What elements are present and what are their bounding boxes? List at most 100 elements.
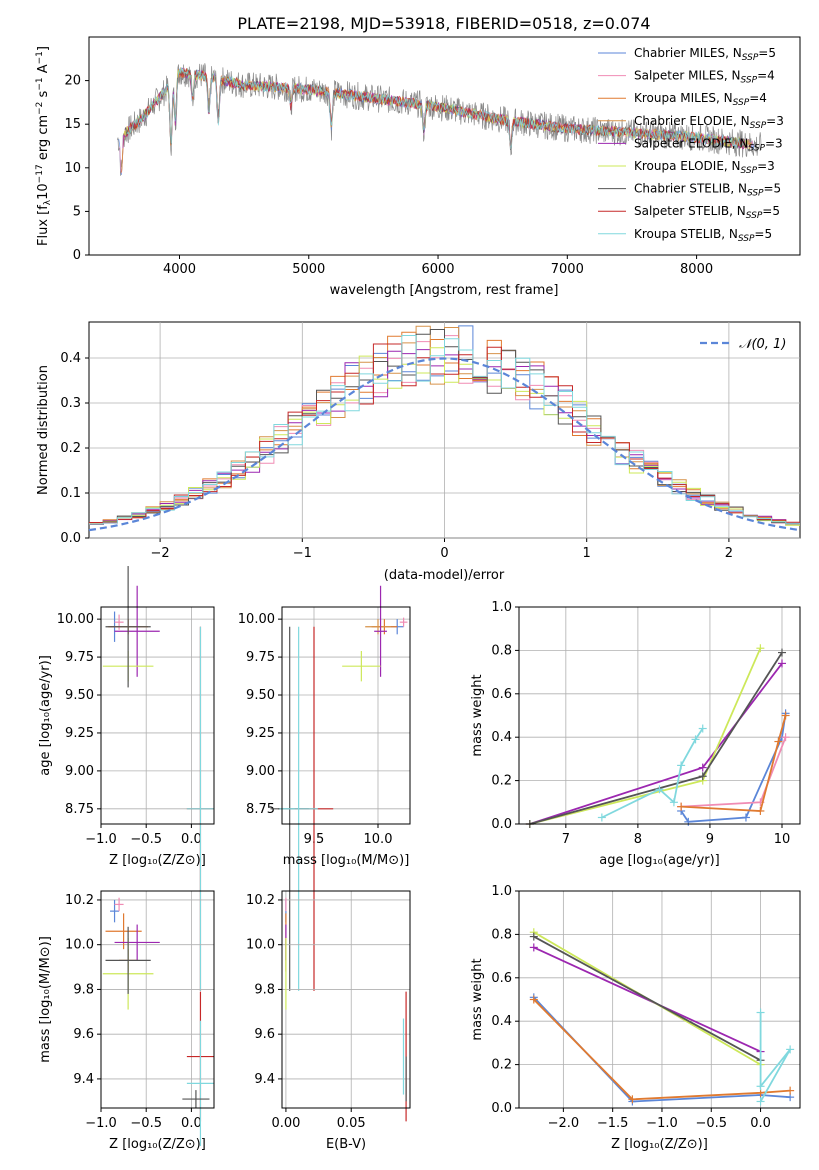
residuals-legend-label: 𝒩(0, 1)	[739, 337, 786, 352]
spectrum-xtick-label: 8000	[680, 262, 713, 277]
xtick-label: −1.5	[597, 1116, 629, 1131]
spectrum-ytick-label: 0	[73, 248, 81, 263]
residuals-xtick-label: −1	[293, 546, 312, 561]
weight-line	[533, 998, 791, 1101]
panel-xlabel: Z [log₁₀(Z/Z⊙)]	[109, 853, 206, 868]
ytick-label: 9.4	[73, 1072, 94, 1087]
residuals-ylabel: Normed distribution	[36, 365, 51, 495]
xtick-label: −1.0	[85, 1116, 117, 1131]
ytick-label: 10.2	[246, 893, 275, 908]
xtick-label: 0.00	[271, 1116, 300, 1131]
residuals-ytick-label: 0.2	[60, 441, 81, 456]
residuals-xlabel: (data-model)/error	[384, 568, 505, 583]
xtick-label: −0.5	[130, 832, 162, 847]
panel-mass-weight-vs-age: 7 8 9 10 0.0 0.2 0.4 0.6 0.8 1.0 age [log₁₀(age/yr…	[470, 600, 801, 868]
xtick-label: −2.0	[548, 1116, 580, 1131]
legend-label: Chabrier MILES, NSSP=5	[634, 46, 776, 63]
panel-frame	[518, 606, 801, 825]
ytick-label: 10.00	[57, 612, 94, 627]
ytick-label: 0.2	[491, 1058, 512, 1073]
panel-frame	[281, 606, 411, 825]
ytick-label: 0.0	[491, 817, 512, 832]
legend-label: Salpeter MILES, NSSP=4	[634, 69, 775, 86]
residuals-ytick-label: 0.1	[60, 486, 81, 501]
spectrum-model-line	[125, 68, 746, 149]
xtick-label: 8	[634, 832, 642, 847]
spectrum-ytick-label: 20	[64, 74, 81, 89]
ytick-label: 0.4	[491, 730, 512, 745]
residuals-ytick-label: 0.3	[60, 396, 81, 411]
panel-ylabel: mass [log₁₀(M/M⊙)]	[38, 936, 53, 1063]
panel-mass-vs-Z: −1.0 −0.5 0.0 9.4 9.6 9.8 10.0 10.2 Z [log₁₀(Z/Z…	[38, 890, 215, 1152]
panel-ylabel: mass weight	[470, 958, 485, 1040]
ytick-label: 9.75	[65, 650, 94, 665]
panel-frame	[100, 890, 215, 1109]
legend-label: Salpeter STELIB, NSSP=5	[634, 204, 780, 221]
weight-line	[529, 652, 783, 825]
panel-xlabel: mass [log₁₀(M/M⊙)]	[283, 853, 410, 868]
residuals-xtick-label: −2	[151, 546, 170, 561]
ytick-label: 9.50	[246, 688, 275, 703]
ytick-label: 1.0	[491, 884, 512, 899]
xtick-label: −0.5	[695, 1116, 727, 1131]
spectrum-xtick-label: 7000	[551, 262, 584, 277]
xtick-label: 0.0	[181, 832, 202, 847]
xtick-label: 0.0	[750, 1116, 771, 1131]
residuals-hist-step	[89, 343, 800, 523]
figure-title: PLATE=2198, MJD=53918, FIBERID=0518, z=0…	[237, 14, 650, 33]
panel-mass-vs-EBV: 0.00 0.05 9.4 9.6 9.8 10.0 10.2 E(B-V)	[246, 890, 411, 1152]
ytick-label: 8.75	[65, 802, 94, 817]
panel-mass-weight-vs-Z: −2.0 −1.5 −1.0 −0.5 0.0 0.0 0.2 0.4 0.6 0.8 1.0 Z […	[470, 884, 801, 1152]
panel-frame	[518, 890, 801, 1109]
ytick-label: 10.00	[238, 612, 275, 627]
panel-xlabel: age [log₁₀(age/yr)]	[599, 853, 720, 868]
xtick-label: 9	[706, 832, 714, 847]
xtick-label: 10.0	[364, 832, 393, 847]
xtick-label: −0.5	[130, 1116, 162, 1131]
spectrum-xlabel: wavelength [Angstrom, rest frame]	[330, 283, 559, 298]
residuals-ytick-label: 0.4	[60, 351, 81, 366]
weight-line	[681, 715, 787, 812]
xtick-label: 0.05	[337, 1116, 366, 1131]
legend-label: Kroupa ELODIE, NSSP=3	[634, 159, 775, 176]
panel-xlabel: Z [log₁₀(Z/Z⊙)]	[109, 1137, 206, 1152]
panel-ylabel: mass weight	[470, 674, 485, 756]
legend-label: Chabrier ELODIE, NSSP=3	[634, 114, 784, 131]
residuals-hist-step	[89, 347, 800, 526]
ytick-label: 9.50	[65, 688, 94, 703]
spectrum-xtick-label: 4000	[163, 262, 196, 277]
ytick-label: 0.6	[491, 971, 512, 986]
weight-line	[533, 935, 762, 1062]
ytick-label: 10.2	[65, 893, 94, 908]
xtick-label: −1.0	[85, 832, 117, 847]
xtick-label: 7	[562, 832, 570, 847]
ytick-label: 10.0	[246, 938, 275, 953]
ytick-label: 0.4	[491, 1014, 512, 1029]
ytick-label: 0.8	[491, 927, 512, 942]
ytick-label: 9.00	[65, 764, 94, 779]
ytick-label: 0.8	[491, 643, 512, 658]
ytick-label: 0.0	[491, 1101, 512, 1116]
spectrum-ytick-label: 10	[64, 161, 81, 176]
weight-line	[601, 728, 704, 819]
spectrum-model-line	[126, 67, 745, 150]
panel-frame	[281, 890, 411, 1109]
ytick-label: 9.6	[73, 1027, 94, 1042]
legend-label: Salpeter ELODIE, NSSP=3	[634, 136, 783, 153]
xtick-label: −1.0	[646, 1116, 678, 1131]
legend-label: Chabrier STELIB, NSSP=5	[634, 182, 781, 199]
legend-label: Kroupa MILES, NSSP=4	[634, 91, 767, 108]
ytick-label: 9.75	[246, 650, 275, 665]
ytick-label: 1.0	[491, 600, 512, 615]
panel-xlabel: Z [log₁₀(Z/Z⊙)]	[611, 1137, 708, 1152]
residuals-xtick-label: 0	[440, 546, 448, 561]
ytick-label: 0.2	[491, 774, 512, 789]
panel-age-vs-Z: −1.0 −0.5 0.0 8.75 9.00 9.25 9.50 9.75 10.00 Z [l…	[38, 566, 215, 991]
ytick-label: 9.4	[254, 1072, 275, 1087]
legend-label: Kroupa STELIB, NSSP=5	[634, 227, 772, 244]
residuals-hist-step	[89, 335, 800, 525]
spectrum-ylabel: Flux [fλ10−17 erg cm−2 s−1 A−1]	[35, 46, 53, 246]
spectrum-xtick-label: 5000	[292, 262, 325, 277]
